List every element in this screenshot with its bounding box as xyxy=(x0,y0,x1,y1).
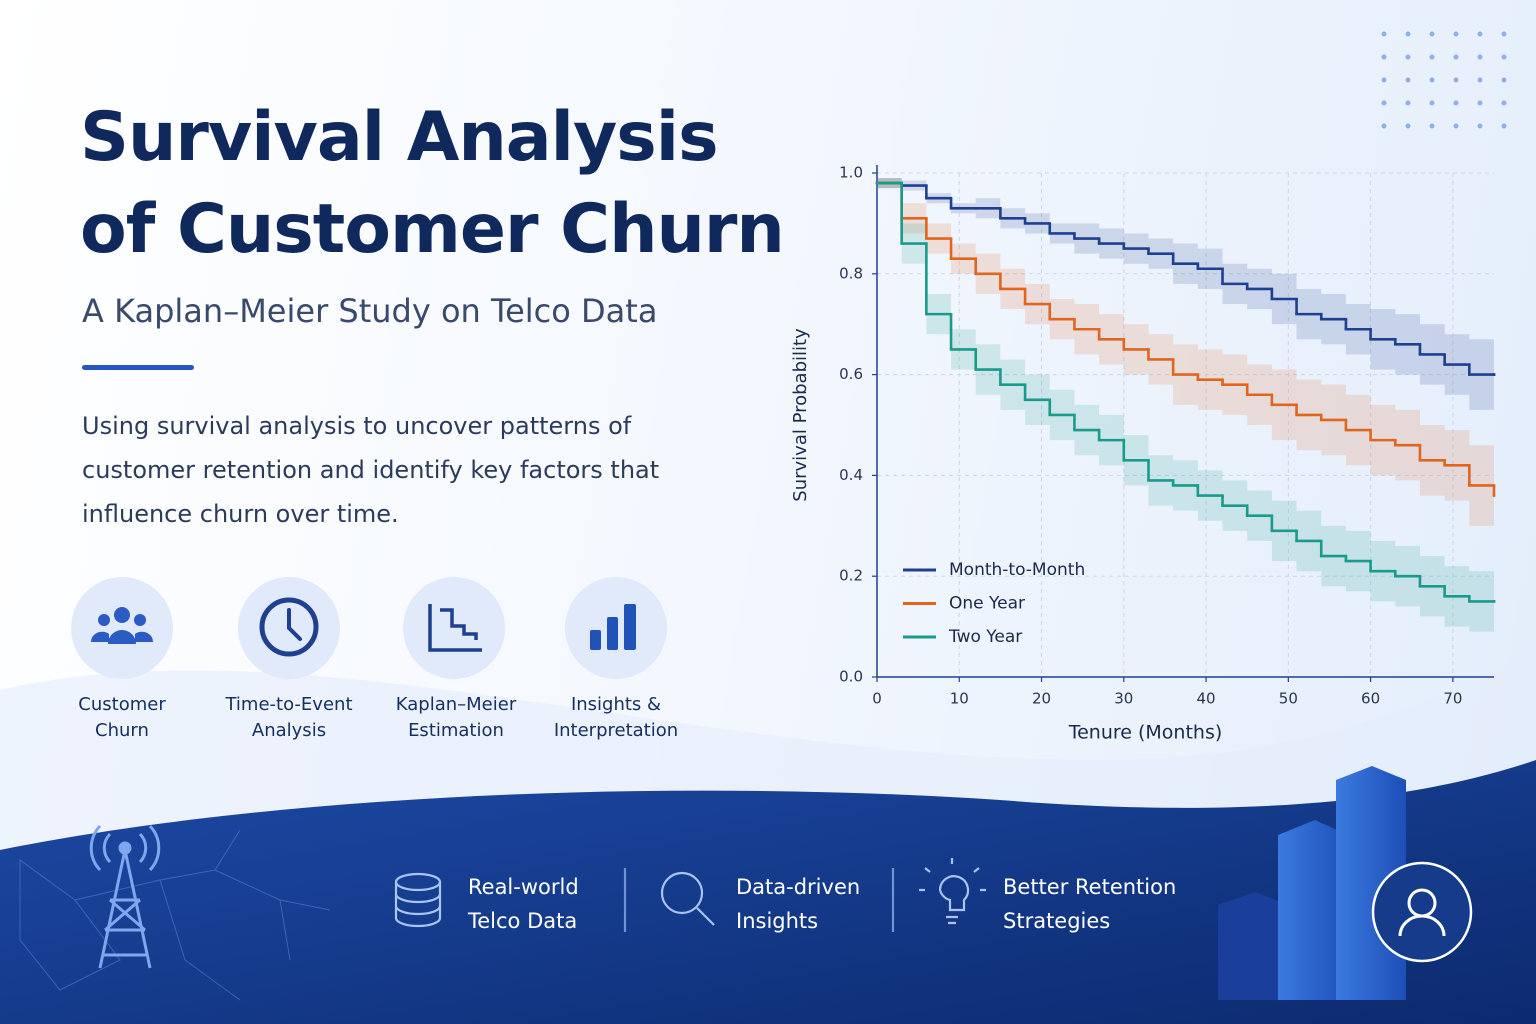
y-tick-label: 0.0 xyxy=(839,668,863,686)
footer-label: Better Retention Strategies xyxy=(1003,875,1177,933)
user-icon xyxy=(1398,888,1446,937)
dot-grid xyxy=(1381,31,1507,129)
subtitle: A Kaplan–Meier Study on Telco Data xyxy=(82,292,658,330)
footer-wave xyxy=(0,760,1536,1024)
y-tick-label: 0.6 xyxy=(839,365,863,383)
footer-label: Data-driven Insights xyxy=(736,875,861,933)
x-tick-label: 70 xyxy=(1443,690,1462,708)
title-line: of Customer Churn xyxy=(80,190,785,269)
footer-label: Real-world Telco Data xyxy=(468,875,579,933)
feature-icons xyxy=(71,577,667,679)
x-tick-label: 50 xyxy=(1279,690,1298,708)
y-tick-label: 0.8 xyxy=(839,264,863,282)
title-line: Survival Analysis xyxy=(80,98,719,177)
x-tick-label: 40 xyxy=(1197,690,1216,708)
feature-label: Customer Churn xyxy=(78,694,166,741)
footer-icons xyxy=(394,858,986,932)
user-badge xyxy=(1371,861,1473,963)
tower xyxy=(89,824,161,969)
x-axis-label: Tenure (Months) xyxy=(1068,722,1223,744)
feature-label: Kaplan–Meier Estimation xyxy=(395,694,517,741)
y-tick-label: 1.0 xyxy=(839,164,863,182)
legend-label: One Year xyxy=(949,594,1025,614)
x-tick-label: 30 xyxy=(1114,690,1133,708)
legend-label: Two Year xyxy=(948,627,1022,647)
chart: 0.0 0.2 0.4 0.6 0.8 1.0 0 10 20 30 40 50 60 70 Tenure … xyxy=(790,164,1496,744)
feature-label: Insights & Interpretation xyxy=(553,694,679,741)
description: Using survival analysis to uncover patte… xyxy=(82,412,660,528)
x-tick-label: 10 xyxy=(950,690,969,708)
y-tick-label: 0.4 xyxy=(839,466,863,484)
network xyxy=(19,829,331,1001)
x-tick-label: 20 xyxy=(1032,690,1051,708)
x-tick-label: 60 xyxy=(1361,690,1380,708)
feature-label: Time-to-Event Analysis xyxy=(225,694,353,741)
x-tick-label: 0 xyxy=(872,690,882,708)
title: Survival Analysis of Customer Churn xyxy=(80,92,785,276)
y-tick-label: 0.2 xyxy=(839,567,863,585)
divider xyxy=(82,365,194,370)
legend-label: Month-to-Month xyxy=(949,560,1085,580)
y-axis-label: Survival Probability xyxy=(790,328,811,502)
